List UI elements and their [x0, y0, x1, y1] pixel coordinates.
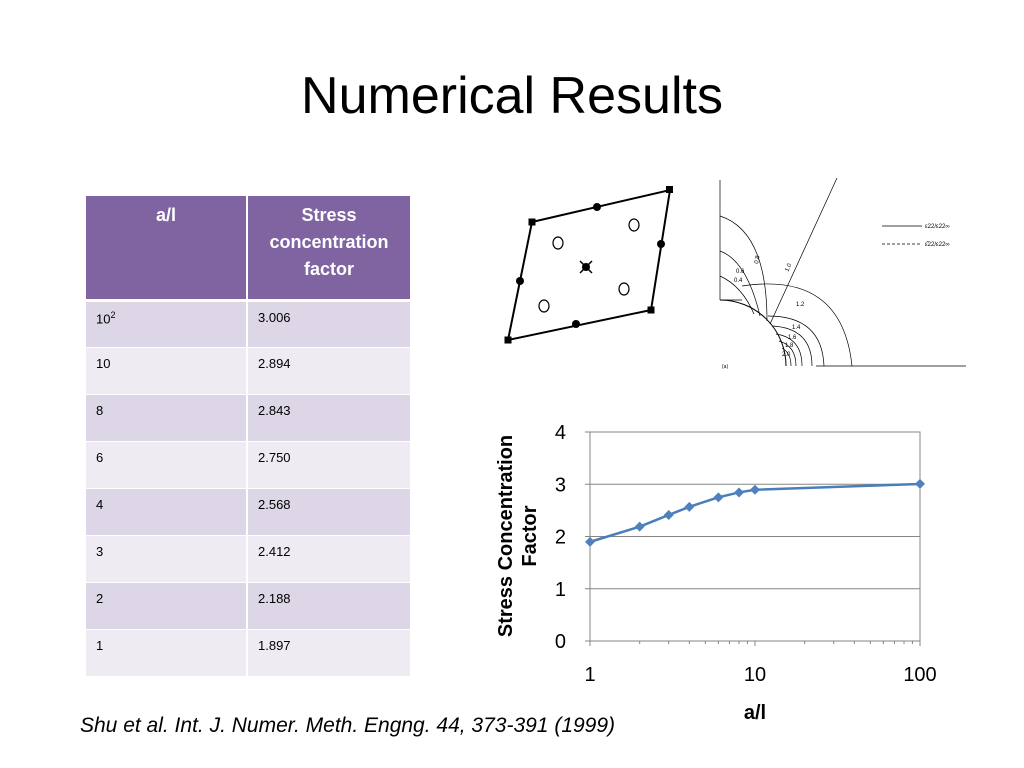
inclusion — [628, 218, 640, 232]
plot-area-border — [589, 431, 921, 642]
edge-node — [516, 277, 524, 285]
contour-label: 0.4 — [734, 278, 743, 284]
cell-al: 6 — [86, 441, 248, 489]
edge-node — [593, 203, 601, 211]
table-row: 8 2.843 — [86, 394, 410, 442]
x-tick-label: 10 — [744, 664, 766, 686]
table-row: 3 2.412 — [86, 535, 410, 583]
y-axis-label-line2: Factor — [519, 505, 541, 566]
contour-line — [719, 250, 761, 317]
contour-line — [775, 333, 803, 367]
corner-node — [528, 218, 536, 226]
contour-line — [771, 325, 813, 367]
x-tick-label: 1 — [584, 664, 595, 686]
al-value: 6 — [96, 449, 104, 465]
contour-label: 1.8 — [785, 343, 794, 349]
cell-al: 3 — [86, 535, 248, 583]
cell-stress-concentration-factor: 2.843 — [247, 394, 410, 442]
cell-stress-concentration-factor: 2.894 — [247, 347, 410, 395]
al-exponent: 2 — [110, 309, 116, 320]
cell-stress-concentration-factor: 2.188 — [247, 582, 410, 630]
legend-label-dashed: ε̂22/ε22∞ — [925, 242, 950, 248]
corner-node — [666, 186, 673, 193]
contour-label: 1.4 — [792, 325, 801, 331]
table-row: 102 3.006 — [86, 300, 410, 348]
cell-stress-concentration-factor: 2.750 — [247, 441, 410, 489]
table-row: 2 2.188 — [86, 582, 410, 630]
table-header-row: a/l Stress concentration factor — [86, 196, 410, 302]
data-point-marker — [585, 536, 595, 547]
al-value: 4 — [96, 496, 104, 512]
table-row: 6 2.750 — [86, 441, 410, 489]
unit-cell-diagram — [504, 186, 673, 344]
al-value: 1 — [96, 637, 104, 653]
y-tick-label: 1 — [555, 579, 566, 601]
center-marker — [579, 260, 593, 274]
x-tick-label: 100 — [903, 664, 936, 686]
contour-line — [719, 215, 768, 322]
panel-label: (a) — [722, 364, 728, 370]
contour-line — [767, 315, 825, 367]
contour-line — [719, 275, 755, 315]
edge-node — [657, 240, 665, 248]
data-point-marker — [634, 521, 645, 532]
data-point-marker — [750, 484, 760, 495]
contour-label: 2.0 — [782, 352, 791, 358]
cell-al: 102 — [86, 300, 248, 348]
cell-stress-concentration-factor: 1.897 — [247, 629, 410, 677]
legend-label-solid: ε22/ε22∞ — [925, 224, 950, 230]
x-axis-label: a/l — [744, 702, 766, 724]
y-tick-label: 4 — [555, 422, 566, 444]
table-row: 10 2.894 — [86, 347, 410, 395]
contour-line — [741, 283, 853, 367]
table-row: 4 2.568 — [86, 488, 410, 536]
al-value: 10 — [96, 310, 111, 326]
data-point-marker — [663, 509, 674, 520]
contour-line — [781, 347, 792, 367]
cell-al: 10 — [86, 347, 248, 395]
data-point-marker — [684, 501, 695, 512]
table-row: 1 1.897 — [86, 629, 410, 677]
radial-line — [769, 177, 838, 325]
y-tick-label: 0 — [555, 631, 566, 653]
inclusion — [538, 299, 550, 313]
results-table: a/l Stress concentration factor 102 3.006… — [86, 196, 410, 677]
corner-node — [504, 336, 512, 344]
table-body: 102 3.006 10 2.894 8 2.843 6 2.750 4 2.568 3 2.412 2… — [86, 300, 410, 677]
al-value: 8 — [96, 402, 104, 418]
cell-al: 2 — [86, 582, 248, 630]
header-stress-concentration-factor: Stress concentration factor — [247, 196, 410, 302]
data-point-marker — [734, 487, 745, 498]
cell-stress-concentration-factor: 2.412 — [247, 535, 410, 583]
al-value: 10 — [96, 355, 111, 371]
y-tick-label: 2 — [555, 527, 566, 549]
cell-stress-concentration-factor: 3.006 — [247, 300, 410, 348]
contour-line — [778, 340, 797, 367]
data-point-marker — [915, 478, 925, 489]
cell-al: 8 — [86, 394, 248, 442]
inclusion — [618, 282, 630, 296]
corner-node — [647, 306, 655, 314]
contour-label: 0.8 — [754, 254, 761, 264]
slide-title: Numerical Results — [301, 67, 723, 125]
header-al: a/l — [86, 196, 248, 302]
contour-label: 1.6 — [788, 335, 797, 341]
al-value: 2 — [96, 590, 104, 606]
contour-label: 1.0 — [784, 262, 793, 273]
inclusion — [552, 236, 564, 250]
cell-al: 4 — [86, 488, 248, 536]
contour-plot: 0.4 0.6 0.8 1.0 1.2 1.4 1.6 1.8 2.0 ε22/… — [719, 177, 966, 370]
contour-label: 0.6 — [736, 269, 745, 275]
cell-stress-concentration-factor: 2.568 — [247, 488, 410, 536]
data-point-marker — [713, 492, 724, 503]
y-tick-label: 3 — [555, 474, 566, 496]
cell-al: 1 — [86, 629, 248, 677]
edge-node — [572, 320, 580, 328]
citation: Shu et al. Int. J. Numer. Meth. Engng. 4… — [80, 714, 616, 737]
y-axis-label-line1: Stress Concentration — [495, 435, 517, 637]
contour-label: 1.2 — [796, 302, 805, 308]
al-value: 3 — [96, 543, 104, 559]
